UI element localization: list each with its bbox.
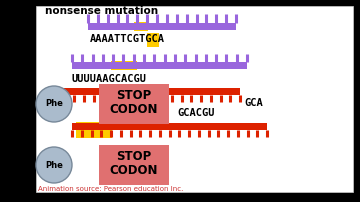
- Text: nonsense mutation: nonsense mutation: [45, 6, 158, 16]
- FancyBboxPatch shape: [99, 84, 169, 124]
- FancyBboxPatch shape: [55, 88, 240, 95]
- Text: Animation source: Pearson education Inc.: Animation source: Pearson education Inc.: [38, 186, 183, 192]
- Text: GCACGU: GCACGU: [177, 108, 215, 118]
- FancyBboxPatch shape: [111, 61, 137, 70]
- Text: –: –: [27, 160, 33, 170]
- FancyBboxPatch shape: [72, 123, 267, 130]
- Text: STOP
CODON: STOP CODON: [110, 150, 158, 177]
- FancyBboxPatch shape: [76, 122, 112, 138]
- Text: AAAATTCGTGCA: AAAATTCGTGCA: [90, 34, 165, 44]
- FancyBboxPatch shape: [134, 22, 148, 31]
- FancyBboxPatch shape: [147, 33, 159, 47]
- Text: STOP
CODON: STOP CODON: [110, 89, 158, 116]
- FancyBboxPatch shape: [106, 87, 142, 103]
- Text: Phe: Phe: [45, 100, 63, 108]
- Circle shape: [36, 147, 72, 183]
- Text: GCA: GCA: [244, 98, 263, 108]
- FancyBboxPatch shape: [88, 23, 236, 30]
- FancyBboxPatch shape: [99, 145, 169, 185]
- Circle shape: [36, 86, 72, 122]
- FancyBboxPatch shape: [72, 62, 247, 69]
- Text: UUUUAAGCACGU: UUUUAAGCACGU: [72, 74, 147, 84]
- Text: Phe: Phe: [45, 161, 63, 169]
- Text: –: –: [27, 99, 33, 109]
